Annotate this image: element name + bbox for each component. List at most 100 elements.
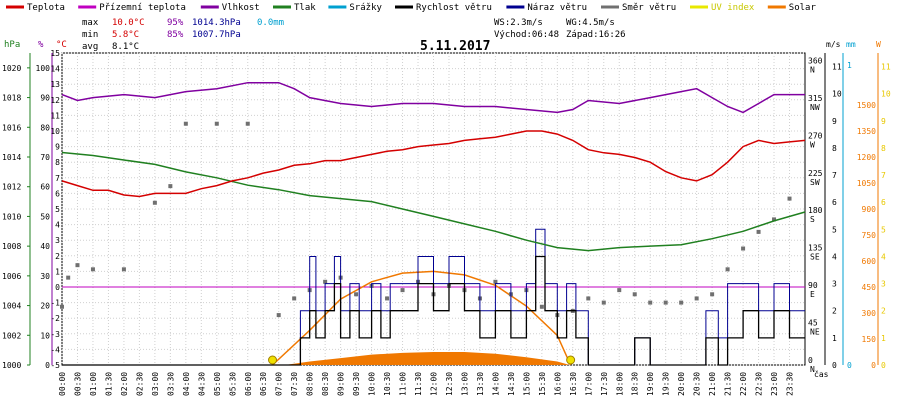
hpa-tick: 1020 — [2, 64, 21, 73]
time-tick: 13:30 — [476, 372, 485, 396]
temp-tick: -2 — [50, 314, 60, 323]
pct-tick: 40 — [40, 242, 50, 251]
wind-direction-point — [648, 300, 653, 305]
uv-tick: 5 — [881, 225, 886, 234]
wind-speed-avg: WS:2.3m/s — [494, 18, 543, 28]
dir-tick-compass: N — [810, 365, 815, 374]
time-tick: 03:30 — [166, 372, 175, 396]
legend-label-gust: Náraz větru — [527, 3, 587, 13]
right-axes: m/s mm W0N45NE90E135SE180S225SW270W315NW36… — [808, 40, 891, 374]
temperature-line — [61, 130, 806, 198]
time-tick: 07:00 — [275, 372, 284, 396]
wind-direction-point — [60, 304, 64, 309]
dir-tick: 360 — [808, 56, 823, 65]
ms-tick: 9 — [832, 117, 837, 126]
uv-tick: 6 — [881, 198, 886, 207]
uv-tick: 2 — [881, 307, 886, 316]
ms-tick: 0 — [832, 361, 837, 370]
dir-tick: 270 — [808, 131, 823, 140]
data-series — [60, 81, 806, 366]
dir-tick-compass: NE — [810, 328, 820, 337]
time-tick: 19:00 — [646, 372, 655, 396]
legend-label-rain: Srážky — [349, 3, 382, 13]
stats-min-label: min — [82, 30, 98, 40]
dir-tick-compass: S — [810, 215, 815, 224]
time-tick: 00:00 — [58, 372, 67, 396]
w-tick: 300 — [862, 309, 877, 318]
uv-tick: 4 — [881, 252, 886, 261]
ms-tick: 11 — [832, 63, 842, 72]
wind-direction-point — [354, 292, 359, 297]
wind-direction-point — [586, 296, 591, 301]
uv-tick: 8 — [881, 144, 886, 153]
dir-tick-compass: NW — [810, 103, 820, 112]
hpa-tick: 1016 — [2, 123, 21, 132]
temp-axis-unit: °C — [56, 40, 67, 50]
wind-direction-point — [385, 296, 390, 301]
w-tick: 600 — [862, 257, 877, 266]
time-tick: 06:30 — [259, 372, 268, 396]
wind-direction-point — [152, 200, 157, 205]
wind-direction-point — [725, 267, 730, 272]
time-tick: 08:00 — [306, 372, 315, 396]
temp-tick: 4 — [55, 221, 60, 230]
time-tick: 05:30 — [228, 372, 237, 396]
time-tick: 15:00 — [522, 372, 531, 396]
stats-avg-temp: 8.1°C — [112, 42, 139, 52]
pct-tick: 70 — [40, 153, 50, 162]
stats-max-label: max — [82, 18, 99, 28]
temp-tick: 1 — [55, 267, 60, 276]
time-tick: 18:30 — [631, 372, 640, 396]
time-axis-unit: čas — [814, 369, 829, 379]
time-tick: 02:00 — [120, 372, 129, 396]
wind-direction-point — [323, 279, 328, 284]
time-tick: 17:00 — [584, 372, 593, 396]
pressure-line — [61, 151, 806, 252]
temp-tick: 13 — [50, 80, 60, 89]
wind-direction-point — [772, 217, 777, 222]
hpa-tick: 1014 — [2, 153, 21, 162]
stats-max-temp: 10.0°C — [112, 18, 145, 28]
time-tick: 22:30 — [755, 372, 764, 396]
wind-direction-point — [168, 184, 173, 189]
time-tick: 03:00 — [151, 372, 160, 396]
time-tick: 06:00 — [244, 372, 253, 396]
temp-tick: 11 — [50, 111, 60, 120]
time-tick: 19:30 — [662, 372, 671, 396]
temp-tick: 6 — [55, 189, 60, 198]
time-tick: 01:00 — [89, 372, 98, 396]
pct-tick: 0 — [45, 361, 50, 370]
legend-label-hum: Vlhkost — [222, 3, 260, 13]
stats-min-press: 1007.7hPa — [192, 30, 241, 40]
time-tick: 21:00 — [708, 372, 717, 396]
hpa-tick: 1006 — [2, 272, 21, 281]
pct-tick: 30 — [40, 272, 50, 281]
time-tick: 15:30 — [538, 372, 547, 396]
time-tick: 00:30 — [73, 372, 82, 396]
ms-tick: 6 — [832, 198, 837, 207]
w-tick: 900 — [862, 205, 877, 214]
time-tick: 16:30 — [569, 372, 578, 396]
uv-tick: 11 — [881, 63, 891, 72]
stats-min-temp: 5.8°C — [112, 30, 139, 40]
time-tick: 20:30 — [693, 372, 702, 396]
grid-lines — [61, 52, 805, 366]
time-tick: 09:30 — [352, 372, 361, 396]
time-tick: 20:00 — [677, 372, 686, 396]
mm-tick: 0 — [847, 361, 852, 370]
time-tick: 11:30 — [414, 372, 423, 396]
uv-tick: 3 — [881, 280, 886, 289]
hpa-tick: 1004 — [2, 302, 21, 311]
temp-tick: 12 — [50, 96, 60, 105]
legend-label-press: Tlak — [294, 3, 316, 13]
w-tick: 1200 — [857, 153, 876, 162]
wind-direction-point — [787, 196, 792, 201]
dir-tick-compass: N — [810, 65, 815, 74]
time-tick: 04:00 — [182, 372, 191, 396]
temp-tick: -1 — [50, 299, 60, 308]
hpa-tick: 1012 — [2, 183, 21, 192]
time-tick: 02:30 — [135, 372, 144, 396]
time-tick: 10:00 — [368, 372, 377, 396]
wind-gust-max: WG:4.5m/s — [566, 18, 615, 28]
ms-tick: 10 — [832, 90, 842, 99]
